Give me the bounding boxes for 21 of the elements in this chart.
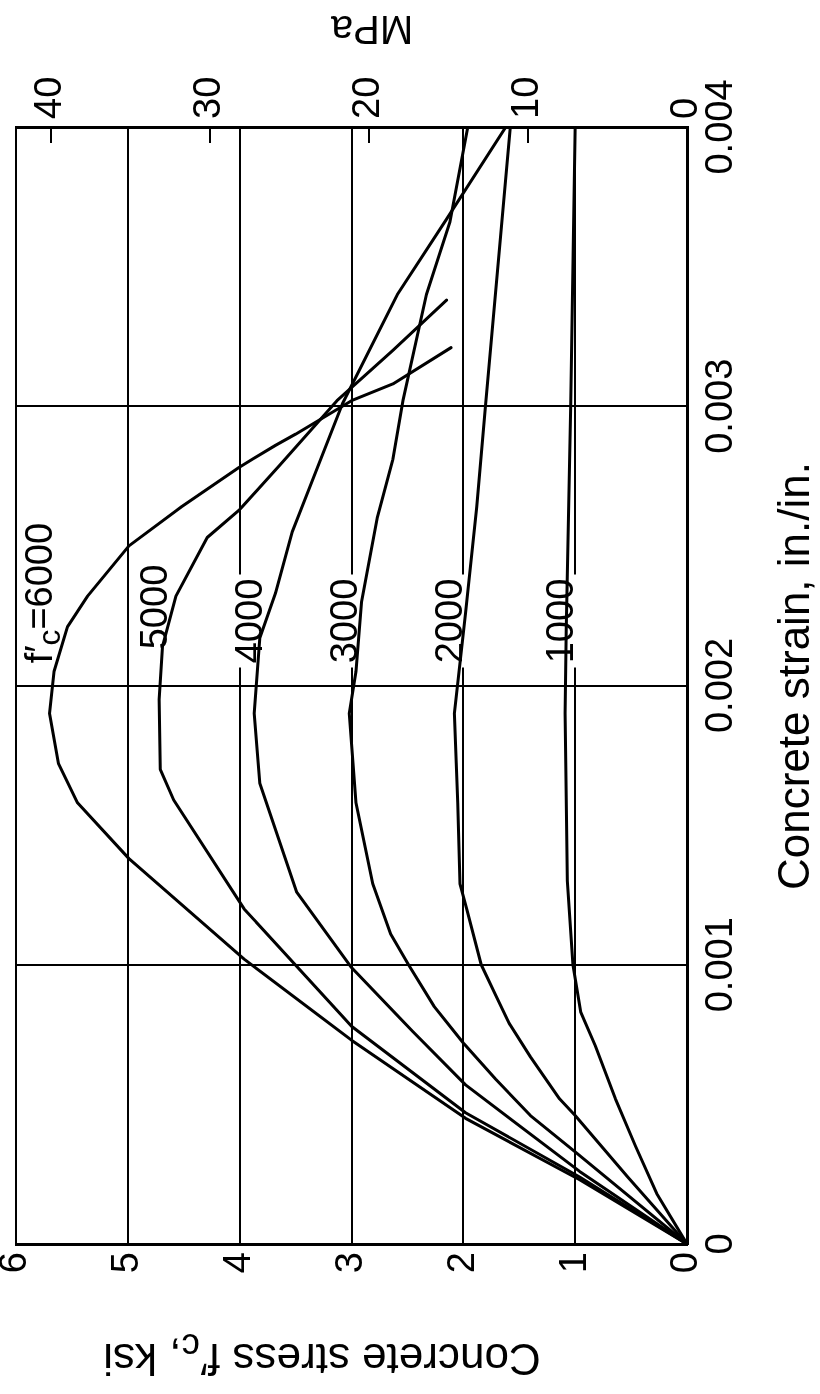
x-tick-label: 3 — [327, 1252, 370, 1274]
y-tick-label: 0.002 — [698, 637, 741, 734]
x2-tick-label: 40 — [27, 76, 70, 119]
text: 4000 — [227, 578, 271, 664]
x-tick-label: 2 — [439, 1252, 482, 1274]
x-tick-label: 4 — [216, 1252, 259, 1274]
y-tick-label: 0.003 — [698, 358, 741, 454]
y-tick-label: 0 — [698, 1233, 741, 1255]
x2-axis-title: MPa — [330, 8, 413, 52]
x2-tick-label: 30 — [186, 76, 229, 119]
x-tick-label: 0 — [663, 1252, 706, 1274]
x2-tick-label: 20 — [345, 76, 388, 119]
text: 5000 — [132, 564, 176, 650]
x2-tick-label: 10 — [504, 76, 547, 119]
text: 3000 — [322, 578, 366, 664]
x-tick-label: 1 — [551, 1252, 594, 1274]
y-axis-title: Concrete strain, in./in. — [768, 461, 819, 890]
y-tick-label: 0.001 — [698, 917, 741, 1013]
text: 2000 — [428, 578, 471, 664]
x-tick-label: 5 — [104, 1252, 147, 1274]
x-tick-label: 6 — [0, 1252, 35, 1274]
